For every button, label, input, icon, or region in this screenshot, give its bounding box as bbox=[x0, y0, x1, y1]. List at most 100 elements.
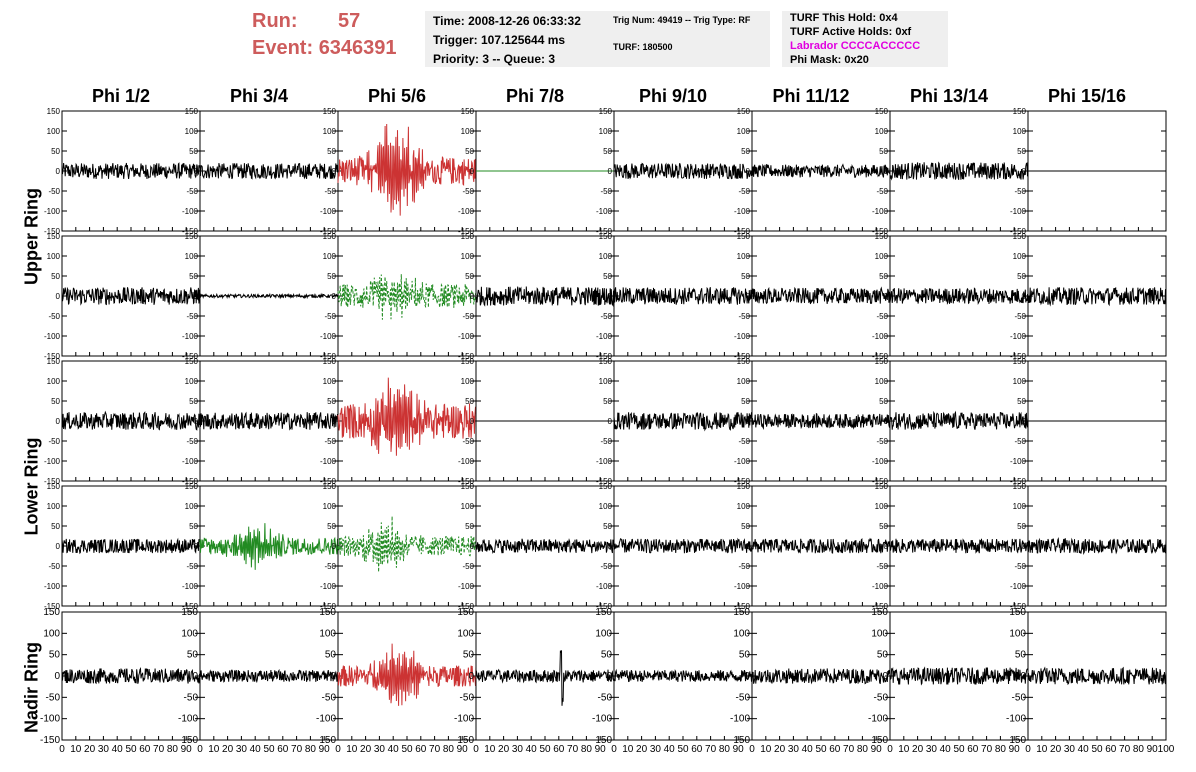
xtick-label-c7-7: 70 bbox=[1119, 744, 1131, 755]
ytick-label-r4-c5-1: 100 bbox=[733, 628, 750, 639]
ytick-label-r2-c1-5: -100 bbox=[182, 457, 199, 466]
ytick-label-r4-c0-4: -50 bbox=[46, 692, 61, 703]
ytick-label-r0-c5-4: -50 bbox=[738, 187, 750, 196]
ytick-label-r1-c5-1: 100 bbox=[737, 252, 751, 261]
ytick-label-r4-c2-0: 150 bbox=[319, 607, 336, 618]
ytick-label-r0-c4-4: -50 bbox=[600, 187, 612, 196]
waveform-trace-r1-c3 bbox=[475, 286, 615, 307]
xtick-label-c0-5: 50 bbox=[125, 744, 137, 755]
ytick-label-r3-c5-3: 0 bbox=[746, 542, 751, 551]
ytick-label-r4-c7-4: -50 bbox=[1012, 692, 1027, 703]
xtick-label-c2-1: 10 bbox=[346, 744, 358, 755]
ytick-label-r3-c7-1: 100 bbox=[1013, 502, 1027, 511]
ytick-label-r4-c3-6: -150 bbox=[454, 735, 474, 746]
xtick-label-c1-8: 80 bbox=[305, 744, 317, 755]
turf-hold-text: TURF This Hold: 0x4 bbox=[790, 12, 898, 24]
xtick-label-c6-0: 0 bbox=[887, 744, 893, 755]
ytick-label-r2-c6-2: 50 bbox=[879, 397, 888, 406]
ytick-label-r2-c2-5: -100 bbox=[320, 457, 337, 466]
xtick-label-c0-8: 80 bbox=[167, 744, 179, 755]
ytick-label-r4-c1-2: 50 bbox=[187, 650, 199, 661]
xtick-label-c5-1: 10 bbox=[760, 744, 772, 755]
ytick-label-r1-c4-6: -150 bbox=[596, 352, 613, 361]
waveform-trace-r1-c5 bbox=[751, 286, 891, 305]
ytick-label-r1-c1-1: 100 bbox=[185, 252, 199, 261]
waveform-trace-r4-c4 bbox=[613, 668, 753, 683]
ytick-label-r1-c7-2: 50 bbox=[1017, 272, 1026, 281]
xtick-label-c1-1: 10 bbox=[208, 744, 220, 755]
xtick-label-c7-5: 50 bbox=[1091, 744, 1103, 755]
waveform-trace-r3-c3 bbox=[475, 538, 615, 554]
xtick-label-c0-0: 0 bbox=[59, 744, 65, 755]
xtick-label-c7-4: 40 bbox=[1078, 744, 1090, 755]
ytick-label-r4-c7-0: 150 bbox=[1009, 607, 1026, 618]
xtick-label-c0-9: 90 bbox=[181, 744, 193, 755]
xtick-label-c0-3: 30 bbox=[98, 744, 110, 755]
waveform-trace-r0-c6 bbox=[889, 161, 1029, 181]
xtick-label-c2-2: 20 bbox=[360, 744, 372, 755]
ytick-label-r0-c2-2: 50 bbox=[327, 147, 336, 156]
xtick-label-c1-2: 20 bbox=[222, 744, 234, 755]
ytick-label-r1-c0-5: -100 bbox=[44, 332, 61, 341]
xtick-label-c1-6: 60 bbox=[277, 744, 289, 755]
ytick-label-r3-c0-6: -150 bbox=[44, 602, 61, 611]
xtick-label-c4-7: 70 bbox=[705, 744, 717, 755]
ytick-label-r2-c5-4: -50 bbox=[738, 437, 750, 446]
ytick-label-r2-c3-6: -150 bbox=[458, 477, 475, 486]
column-header-phi-5-6: Phi 5/6 bbox=[367, 86, 427, 106]
waveform-trace-r1-c7 bbox=[1027, 286, 1167, 307]
ytick-label-r4-c5-4: -50 bbox=[736, 692, 751, 703]
ytick-label-r3-c1-4: -50 bbox=[186, 562, 198, 571]
ytick-label-r3-c6-6: -150 bbox=[872, 602, 889, 611]
ytick-label-r4-c4-5: -100 bbox=[592, 714, 612, 725]
ytick-label-r3-c6-5: -100 bbox=[872, 582, 889, 591]
ytick-label-r0-c5-0: 150 bbox=[737, 107, 751, 116]
xtick-label-c7-0: 0 bbox=[1025, 744, 1031, 755]
ytick-label-r3-c6-2: 50 bbox=[879, 522, 888, 531]
waveform-trace-r4-c3 bbox=[475, 650, 615, 706]
ytick-label-r0-c3-2: 50 bbox=[465, 147, 474, 156]
ytick-label-r4-c5-5: -100 bbox=[730, 714, 750, 725]
ytick-label-r1-c5-5: -100 bbox=[734, 332, 751, 341]
ytick-label-r2-c2-0: 150 bbox=[323, 357, 337, 366]
ytick-label-r1-c7-4: -50 bbox=[1014, 312, 1026, 321]
waveform-trace-r2-c4 bbox=[613, 411, 753, 432]
ytick-label-r0-c4-6: -150 bbox=[596, 227, 613, 236]
waveform-trace-r2-c5 bbox=[752, 412, 891, 431]
xtick-label-c7-1: 10 bbox=[1036, 744, 1048, 755]
waveform-trace-r1-c4 bbox=[613, 286, 753, 305]
ytick-label-r1-c3-1: 100 bbox=[461, 252, 475, 261]
xtick-label-c6-7: 70 bbox=[981, 744, 993, 755]
ytick-label-r0-c2-6: -150 bbox=[320, 227, 337, 236]
ytick-label-r2-c0-3: 0 bbox=[56, 417, 61, 426]
ytick-label-r1-c5-6: -150 bbox=[734, 352, 751, 361]
xtick-label-c1-5: 50 bbox=[263, 744, 275, 755]
waveform-trace-r3-c4 bbox=[613, 537, 753, 554]
ytick-label-r2-c0-1: 100 bbox=[47, 377, 61, 386]
ytick-label-r2-c7-6: -150 bbox=[1010, 477, 1027, 486]
ytick-label-r1-c1-6: -150 bbox=[182, 352, 199, 361]
column-header-phi-15-16: Phi 15/16 bbox=[1047, 86, 1127, 106]
xtick-label-c7-8: 80 bbox=[1133, 744, 1145, 755]
ytick-label-r4-c4-0: 150 bbox=[595, 607, 612, 618]
waveform-trace-r0-c2 bbox=[337, 123, 477, 216]
ytick-label-r0-c0-3: 0 bbox=[56, 167, 61, 176]
ytick-label-r2-c7-0: 150 bbox=[1013, 357, 1027, 366]
ytick-label-r2-c5-6: -150 bbox=[734, 477, 751, 486]
ytick-label-r2-c6-4: -50 bbox=[876, 437, 888, 446]
ytick-label-r3-c2-0: 150 bbox=[323, 482, 337, 491]
ytick-label-r2-c1-1: 100 bbox=[185, 377, 199, 386]
ytick-label-r4-c0-5: -100 bbox=[40, 714, 60, 725]
xtick-label-c6-1: 10 bbox=[898, 744, 910, 755]
ytick-label-r4-c5-2: 50 bbox=[739, 650, 751, 661]
ytick-label-r3-c5-6: -150 bbox=[734, 602, 751, 611]
ytick-label-r4-c3-2: 50 bbox=[463, 650, 475, 661]
xtick-label-c1-9: 90 bbox=[319, 744, 331, 755]
ytick-label-r3-c4-6: -150 bbox=[596, 602, 613, 611]
ytick-label-r4-c0-0: 150 bbox=[43, 607, 60, 618]
ytick-label-r3-c0-3: 0 bbox=[56, 542, 61, 551]
ytick-label-r2-c2-3: 0 bbox=[332, 417, 337, 426]
xtick-label-c2-0: 0 bbox=[335, 744, 341, 755]
ytick-label-r3-c5-1: 100 bbox=[737, 502, 751, 511]
ytick-label-r1-c3-5: -100 bbox=[458, 332, 475, 341]
